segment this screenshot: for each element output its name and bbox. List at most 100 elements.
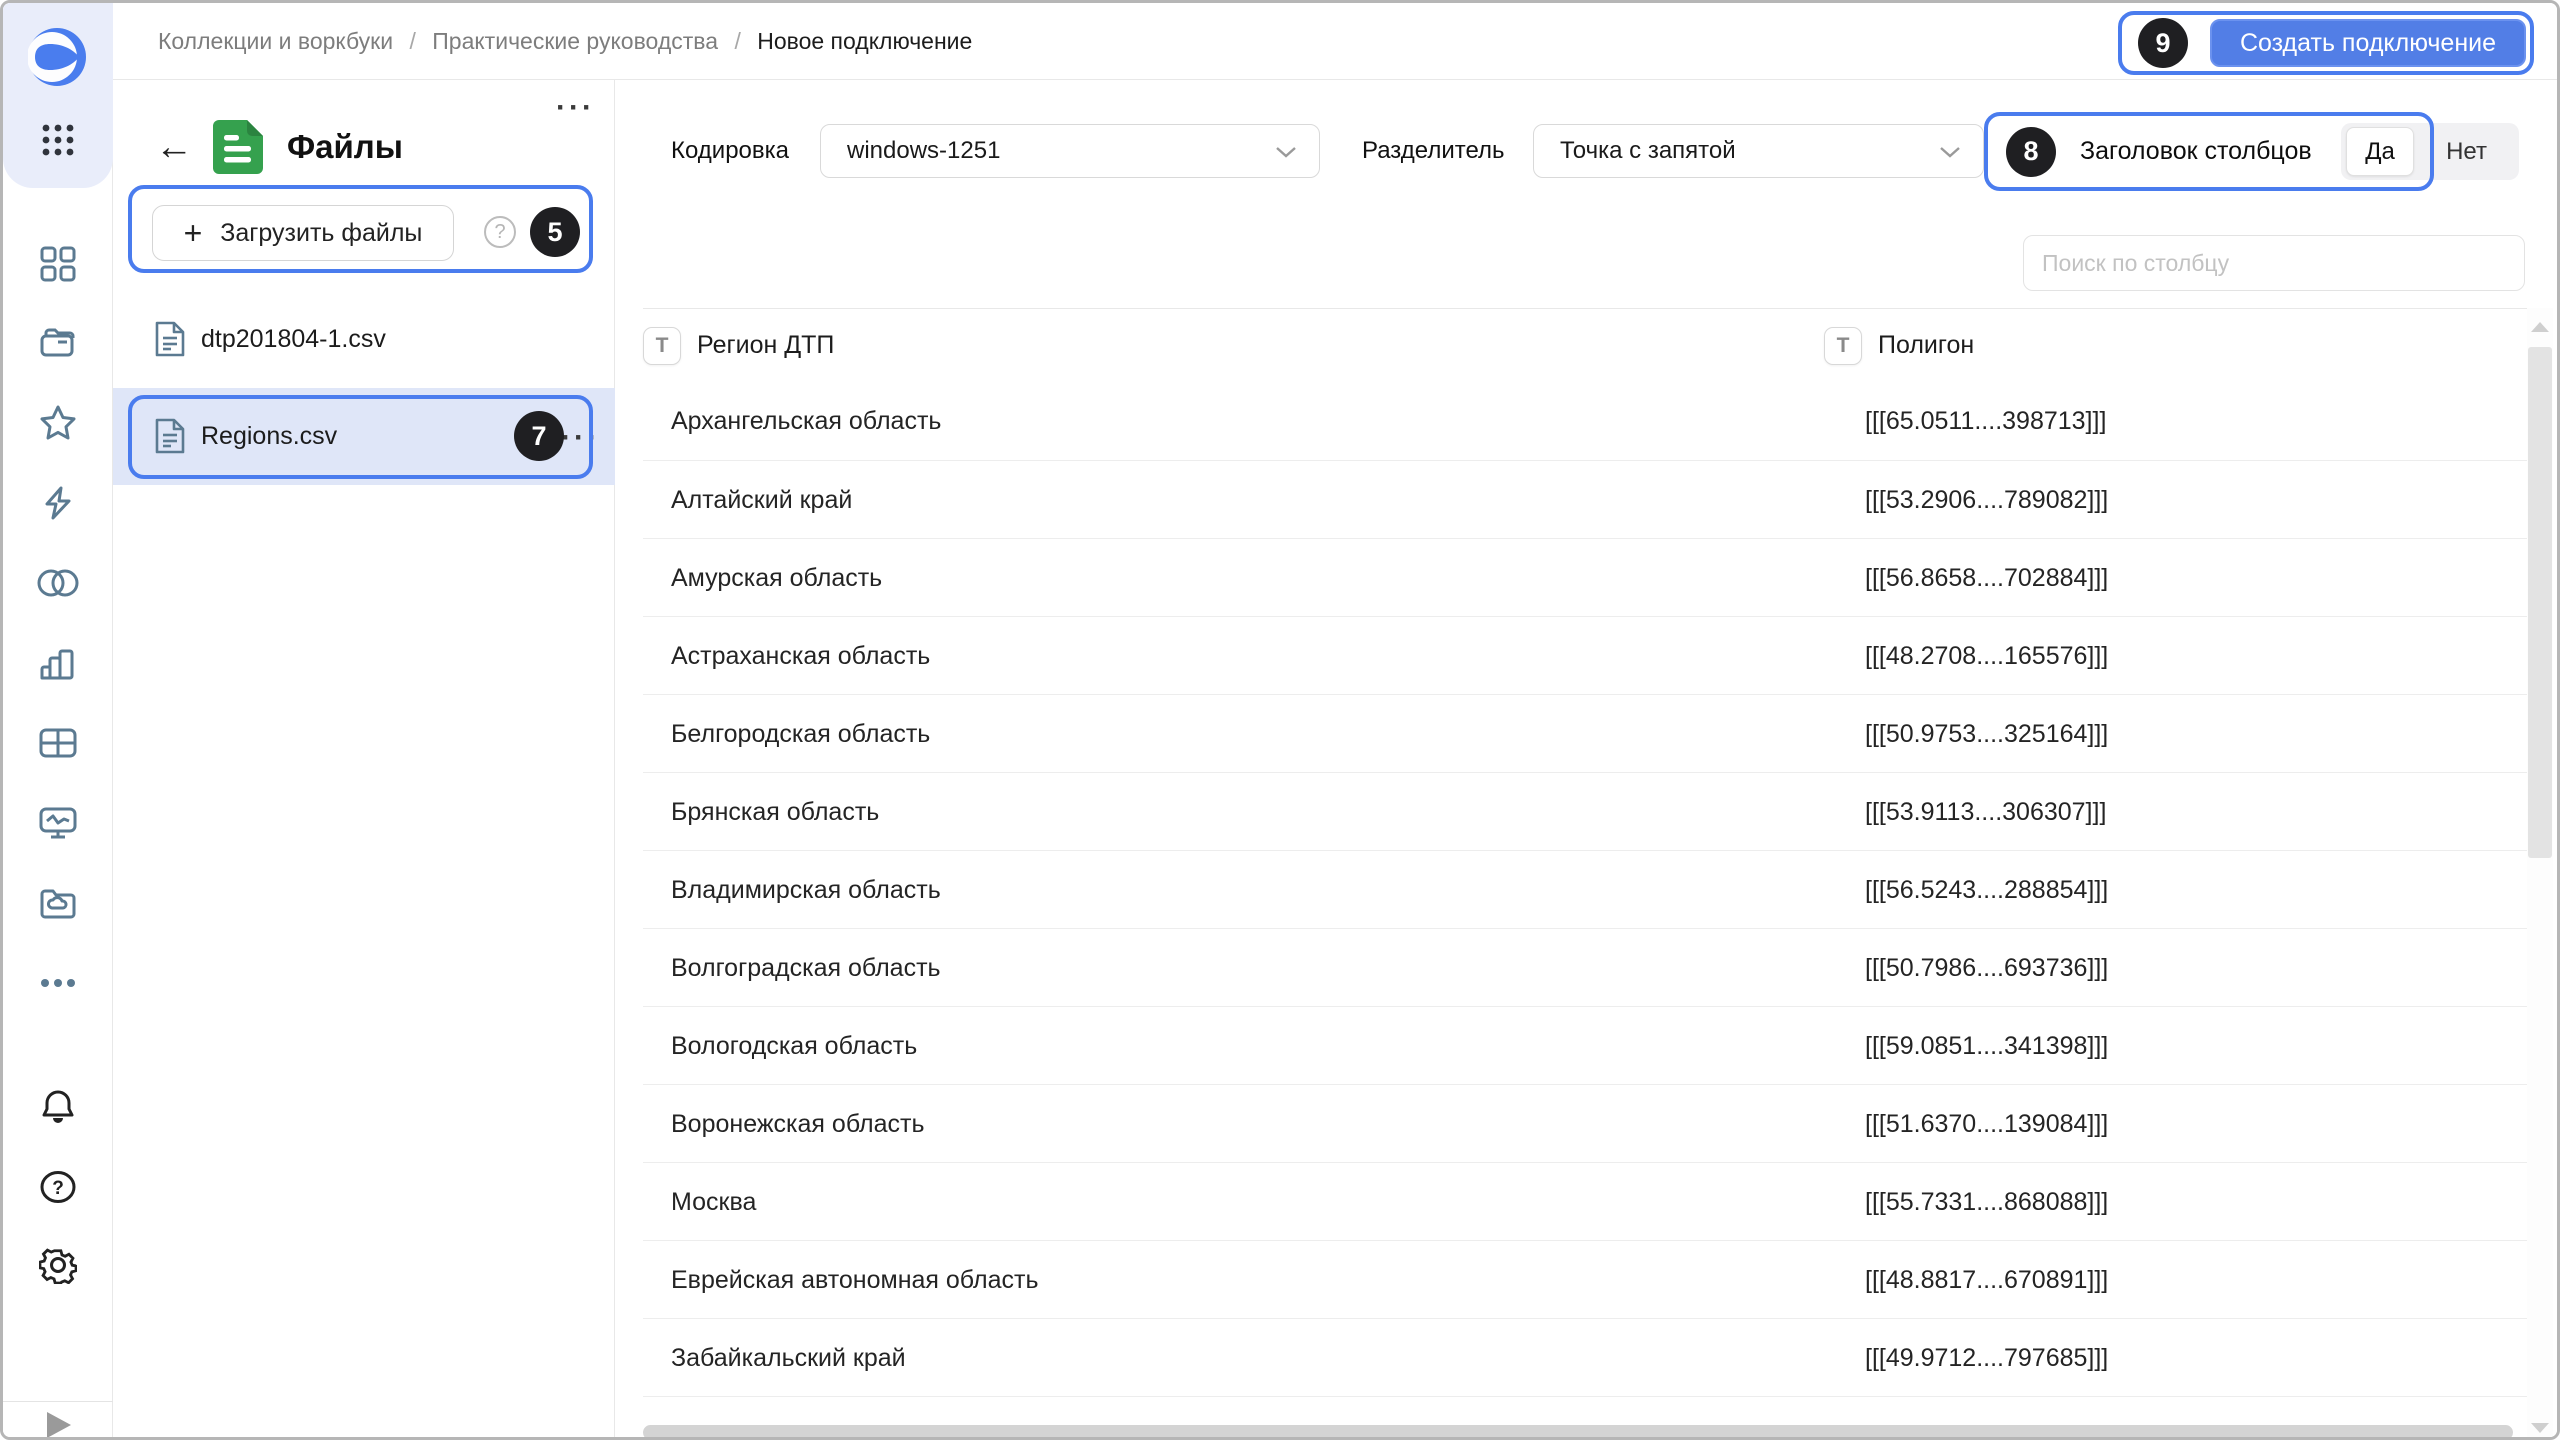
csv-file-type-icon [213,120,263,174]
polygon-cell: [[[56.8658....702884]]] [1865,564,2109,592]
region-cell: Брянская область [671,798,880,826]
breadcrumb: Коллекции и воркбуки / Практические руко… [158,3,972,80]
scrollbar-thumb[interactable] [2528,347,2552,858]
breadcrumb-separator: / [409,28,416,54]
cloud-folder-icon[interactable] [3,881,113,925]
header-toggle: Да Нет [2341,123,2519,180]
polygon-cell: [[[48.8817....670891]]] [1865,1266,2109,1294]
table-row: Владимирская область [[[56.5243....28885… [643,850,2527,928]
star-favorites-icon[interactable] [3,401,113,445]
region-cell: Белгородская область [671,720,931,748]
encoding-select[interactable]: windows-1251 [820,124,1320,178]
upload-files-button[interactable]: + Загрузить файлы [152,205,454,261]
annotation-badge-7: 7 [514,411,564,461]
left-rail: ? [3,3,113,1437]
polygon-cell: [[[50.7986....693736]]] [1865,954,2109,982]
table-row: Воронежская область [[[51.6370....139084… [643,1084,2527,1162]
table-row: Архангельская область [[[65.0511....3987… [643,382,2527,460]
rail-divider [3,1401,113,1402]
datalens-logo-icon[interactable] [27,28,86,86]
region-cell: Воронежская область [671,1110,925,1138]
breadcrumb-current: Новое подключение [757,28,973,54]
file-row-dtp[interactable]: dtp201804-1.csv [113,313,615,365]
polygon-cell: [[[55.7331....868088]]] [1865,1188,2109,1216]
monitoring-screen-icon[interactable] [3,801,113,845]
string-type-icon[interactable]: T [643,326,681,365]
region-cell: Вологодская область [671,1032,918,1060]
region-cell: Архангельская область [671,407,942,435]
file-name: dtp201804-1.csv [201,324,386,353]
more-dots-icon[interactable] [3,961,113,1005]
column-label: Полигон [1878,331,1975,359]
breadcrumb-collections[interactable]: Коллекции и воркбуки [158,28,394,54]
create-connection-button[interactable]: Создать подключение [2210,19,2526,67]
region-cell: Амурская область [671,564,883,592]
table-row: Забайкальский край [[[49.9712....797685]… [643,1318,2527,1396]
region-cell: Москва [671,1188,757,1216]
expand-play-icon[interactable] [47,1412,71,1437]
polygon-cell: [[[59.0851....341398]]] [1865,1032,2109,1060]
main-content: Кодировка windows-1251 Разделитель Точка… [615,80,2557,1437]
file-row-regions[interactable]: Regions.csv [113,410,615,462]
polygon-cell: [[[56.5243....288854]]] [1865,876,2109,904]
settings-gear-icon[interactable] [3,1243,113,1287]
encoding-value: windows-1251 [847,137,1001,164]
polygon-cell: [[[53.9113....306307]]] [1865,798,2107,826]
column-label: Регион ДТП [697,331,835,359]
region-cell: Еврейская автономная область [671,1266,1039,1294]
column-search-input[interactable] [2023,235,2525,291]
table-grid-icon[interactable] [3,721,113,765]
polygon-cell: [[[50.9753....325164]]] [1865,720,2109,748]
header-toggle-yes[interactable]: Да [2346,127,2414,176]
bell-notifications-icon[interactable] [3,1085,113,1129]
datasets-circles-icon[interactable] [3,561,113,605]
topbar: Коллекции и воркбуки / Практические руко… [113,3,2557,80]
column-header-region: T Регион ДТП [643,326,835,365]
apps-grid-icon[interactable] [3,118,113,162]
string-type-icon[interactable]: T [1824,326,1862,365]
annotation-box-7 [128,395,593,479]
back-arrow-icon[interactable]: ← [155,126,193,168]
files-panel-header: ← Файлы [113,118,614,176]
lightning-icon[interactable] [3,481,113,525]
polygon-cell: [[[48.2708....165576]]] [1865,642,2109,670]
table-row: Москва [[[55.7331....868088]]] [643,1162,2527,1240]
horizontal-scrollbar[interactable] [643,1425,2513,1437]
charts-bars-icon[interactable] [3,641,113,685]
header-toggle-no[interactable]: Нет [2446,137,2487,165]
plus-icon: + [183,214,203,251]
region-cell: Астраханская область [671,642,931,670]
table-header: T Регион ДТП T Полигон [643,308,2527,382]
separator-value: Точка с запятой [1560,137,1736,164]
region-cell: Забайкальский край [671,1344,906,1372]
table-row: Еврейская автономная область [[[48.8817.… [643,1240,2527,1318]
help-question-icon[interactable]: ? [3,1165,113,1209]
annotation-badge-5: 5 [530,207,580,257]
polygon-cell: [[[51.6370....139084]]] [1865,1110,2109,1138]
breadcrumb-separator: / [734,28,741,54]
annotation-box-9: 9 Создать подключение [2118,11,2534,75]
scroll-down-icon[interactable] [2531,1423,2549,1433]
table-row: Белгородская область [[[50.9753....32516… [643,694,2527,772]
file-name: Regions.csv [201,421,338,450]
column-header-polygon: T Полигон [1824,326,1975,365]
vertical-scrollbar[interactable] [2527,308,2553,1437]
dashboard-grid-icon[interactable] [3,242,113,286]
table-row: Вологодская область [[[59.0851....341398… [643,1006,2527,1084]
encoding-label: Кодировка [671,137,790,164]
table-row: Амурская область [[[56.8658....702884]]] [643,538,2527,616]
separator-select[interactable]: Точка с запятой [1533,124,1984,178]
polygon-cell: [[[53.2906....789082]]] [1865,486,2109,514]
files-panel: ← Файлы + Загрузить файлы ? 5 [113,80,615,1437]
upload-help-icon[interactable]: ? [484,216,516,248]
collections-folders-icon[interactable] [3,321,113,365]
scroll-up-icon[interactable] [2531,322,2549,332]
file-menu-icon[interactable]: ··· [556,91,595,124]
separator-label: Разделитель [1362,137,1505,164]
svg-text:?: ? [52,1178,64,1199]
region-cell: Волгоградская область [671,954,941,982]
table-row: Брянская область [[[53.9113....306307]]] [643,772,2527,850]
breadcrumb-guides[interactable]: Практические руководства [432,28,719,54]
polygon-cell: [[[65.0511....398713]]] [1865,407,2107,435]
